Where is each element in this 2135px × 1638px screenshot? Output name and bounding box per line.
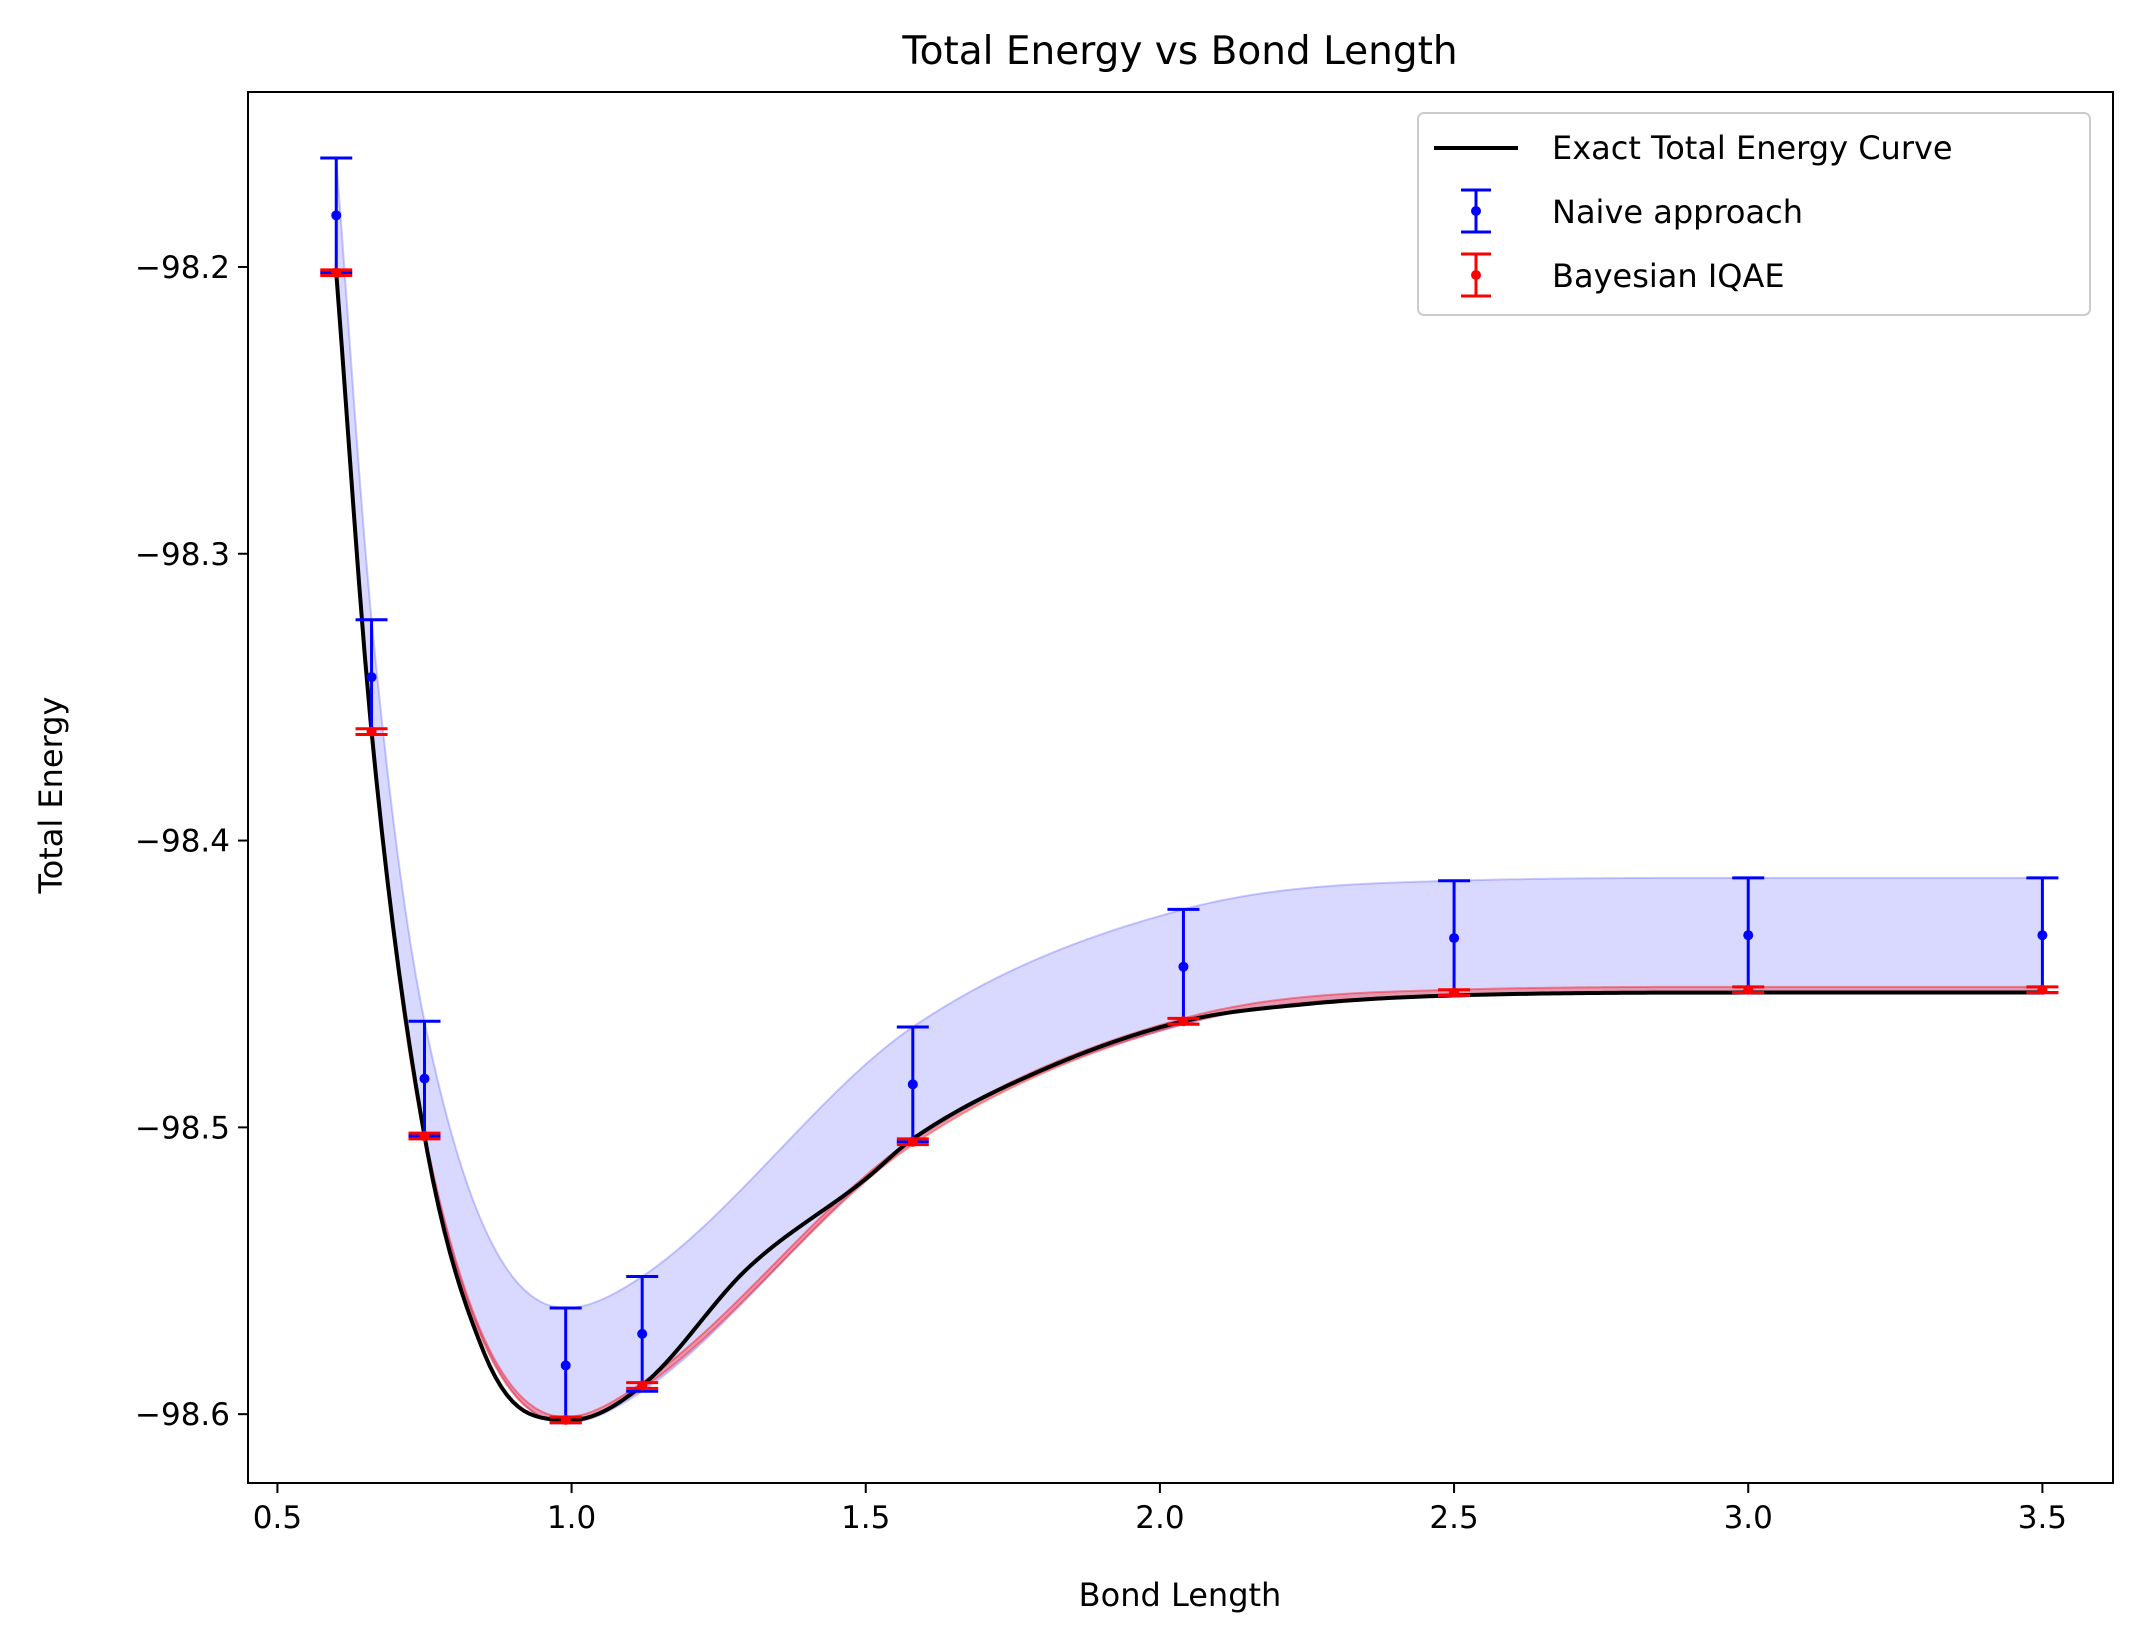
plot-frame [247,91,2114,1484]
naive-marker [331,210,342,221]
legend-exact-label: Exact Total Energy Curve [1552,129,1953,167]
x-tick-label: 1.5 [841,1500,890,1536]
bayesian-point [1438,987,1471,998]
bayesian-point [1732,984,1765,995]
y-axis-label: Total Energy [32,697,70,895]
legend-naive-marker [1461,188,1491,234]
bayesian-marker [1449,987,1460,998]
bayesian-marker [1743,984,1754,995]
x-tick-label: 0.5 [253,1500,302,1536]
bayesian-point [2026,984,2059,995]
bayesian-marker [560,1414,571,1425]
x-tick-label: 2.0 [1135,1500,1184,1536]
bayesian-marker [1178,1016,1189,1027]
bayesian-point [626,1380,659,1391]
legend-frame [1417,112,2091,316]
bayesian-point [1167,1016,1200,1027]
naive-marker [560,1360,571,1371]
bayesian-marker [2037,984,2048,995]
x-tick-label: 3.5 [2018,1500,2067,1536]
y-tick-label: −98.3 [135,537,230,573]
x-tick-label: 3.0 [1724,1500,1773,1536]
naive-marker [366,672,377,683]
plot-area [320,156,2059,1425]
bayesian-marker [331,267,342,278]
y-tick-label: −98.2 [135,250,230,286]
naive-marker [637,1328,648,1339]
naive-point [626,1275,659,1393]
legend-bayesian-label: Bayesian IQAE [1552,257,1785,295]
bayesian-point [355,726,388,737]
legend-naive-label: Naive approach [1552,193,1803,231]
bayesian-point [320,267,353,278]
naive-marker [2037,930,2048,941]
y-tick-label: −98.4 [135,824,230,860]
bayesian-point [896,1136,929,1147]
x-tick-label: 1.0 [547,1500,596,1536]
bayesian-marker [637,1380,648,1391]
bayesian-marker [419,1130,430,1141]
naive-marker [1449,933,1460,944]
legend-bayesian-marker [1461,252,1491,298]
naive-marker [1743,930,1754,941]
y-tick-label: −98.6 [135,1397,230,1433]
chart-title: Total Energy vs Bond Length [901,29,1457,74]
bayesian-point [408,1130,441,1141]
naive-marker [419,1073,430,1084]
axes: 0.5 1.0 1.5 2.0 2.5 3.0 3.5 −98.2 −98.3 −98.4 −98.… [135,91,2114,1536]
naive-marker [907,1079,918,1090]
y-tick-label: −98.5 [135,1110,230,1146]
naive-marker [1178,961,1189,972]
bayesian-marker [907,1136,918,1147]
x-tick-label: 2.5 [1429,1500,1478,1536]
x-axis-label: Bond Length [1079,1576,1282,1614]
legend: Exact Total Energy Curve Naive approach … [1417,112,2091,316]
bayesian-point [549,1414,582,1425]
bayesian-marker [366,726,377,737]
